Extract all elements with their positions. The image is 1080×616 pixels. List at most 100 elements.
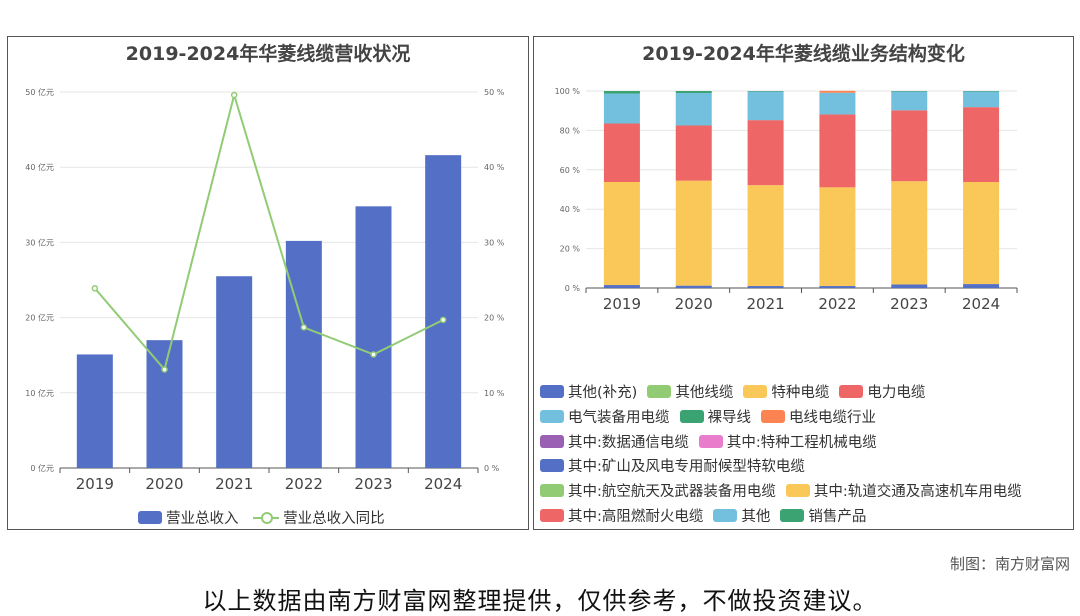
- revenue-yoy-point: [91, 285, 99, 292]
- legend-swatch: [743, 385, 768, 398]
- y-left-tick: 30 亿元: [25, 237, 54, 247]
- x-tick-label: 2024: [962, 295, 1000, 313]
- x-tick-label: 2019: [603, 295, 641, 313]
- stacked-bar-segment: [819, 286, 856, 288]
- legend-swatch-revenue-yoy: [253, 511, 280, 524]
- legend-item[interactable]: 其中:轨道交通及高速机车用电缆: [785, 480, 1022, 501]
- x-tick-label: 2022: [818, 295, 856, 313]
- legend-item[interactable]: 电线电缆行业: [761, 406, 876, 427]
- legend-label: 电线电缆行业: [789, 409, 876, 426]
- revenue-chart-panel: 2019-2024年华菱线缆营收状况 0 亿元 10 亿元 20 亿元 30 亿元 40…: [7, 36, 529, 530]
- legend-item[interactable]: 其中:高阻燃耐火电缆: [540, 505, 703, 526]
- stacked-bar-segment: [675, 285, 712, 288]
- chart-credit: 制图：南方财富网: [949, 555, 1070, 573]
- revenue-chart-title: 2019-2024年华菱线缆营收状况: [125, 43, 411, 65]
- legend-row: 电气装备用电缆 裸导线 电线电缆行业: [540, 406, 886, 428]
- stacked-bar-segment: [891, 181, 928, 285]
- legend-row: 其中:矿山及风电专用耐候型特软电缆: [540, 455, 815, 477]
- revenue-bar: [425, 155, 462, 468]
- revenue-yoy-point: [161, 366, 168, 373]
- stacked-bar-segment: [963, 284, 1000, 288]
- legend-row: 其中:高阻燃耐火电缆 其他 销售产品: [540, 505, 876, 527]
- revenue-bar: [355, 206, 392, 468]
- legend-item-revenue-yoy[interactable]: 营业总收入同比: [253, 507, 385, 528]
- legend-item[interactable]: 其中:特种工程机械电缆: [698, 431, 877, 452]
- revenue-bar: [76, 354, 113, 468]
- legend-label: 电力电缆: [867, 385, 926, 401]
- y-left-tick: 10 亿元: [25, 388, 54, 398]
- stacked-bar-segment: [747, 185, 784, 287]
- y-tick: 40 %: [560, 205, 581, 214]
- y-left-tick: 40 亿元: [25, 162, 54, 172]
- x-tick-label: 2020: [145, 475, 183, 493]
- x-tick-label: 2023: [890, 295, 928, 313]
- y-left-tick: 0 亿元: [30, 463, 54, 473]
- y-tick: 60 %: [560, 166, 581, 175]
- y-right-tick: 0 %: [484, 464, 500, 473]
- legend-swatch: [679, 409, 704, 423]
- stacked-bar-segment: [963, 91, 1000, 108]
- legend-swatch: [698, 434, 723, 448]
- legend-label: 其他: [741, 509, 771, 525]
- stacked-bar-segment: [819, 90, 856, 93]
- stacked-bar-segment: [675, 91, 712, 93]
- stacked-bar-segment: [747, 286, 784, 288]
- legend-item[interactable]: 其他: [713, 505, 770, 526]
- y-right-tick: 10 %: [484, 389, 505, 398]
- x-tick-label: 2022: [285, 475, 323, 493]
- revenue-yoy-point: [439, 316, 447, 324]
- legend-item[interactable]: 特种电缆: [743, 381, 829, 402]
- y-tick: 80 %: [560, 126, 581, 135]
- revenue-yoy-point: [300, 324, 308, 331]
- stacked-bar-segment: [963, 182, 1000, 285]
- x-tick-label: 2019: [76, 475, 114, 493]
- legend-swatch: [839, 385, 864, 398]
- legend-swatch-revenue: [138, 511, 162, 524]
- business-structure-panel: 2019-2024年华菱线缆业务结构变化 0 % 20 % 40 % 60 % 80 %…: [533, 36, 1074, 530]
- legend-swatch: [540, 484, 564, 498]
- stacked-bar-segment: [747, 91, 784, 92]
- x-tick-label: 2024: [424, 475, 462, 493]
- stacked-bar-segment: [603, 91, 640, 94]
- stacked-bar-segment: [891, 91, 928, 111]
- stacked-bar-segment: [603, 123, 640, 183]
- legend-item[interactable]: 电力电缆: [839, 381, 925, 402]
- legend-row: 其中:航空航天及武器装备用电缆 其中:轨道交通及高速机车用电缆: [540, 480, 1032, 502]
- legend-label-revenue-yoy: 营业总收入同比: [283, 511, 385, 527]
- revenue-yoy-line: [94, 91, 444, 372]
- revenue-chart-svg: 0 亿元 10 亿元 20 亿元 30 亿元 40 亿元 50 亿元 0 % 10 % 20 %…: [25, 87, 505, 493]
- legend-item[interactable]: 电气装备用电缆: [540, 406, 670, 427]
- legend-label: 其中:航空航天及武器装备用电缆: [568, 484, 776, 501]
- revenue-chart-legend: 营业总收入 营业总收入同比: [138, 507, 395, 528]
- legend-item[interactable]: 其中:航空航天及武器装备用电缆: [540, 480, 776, 501]
- legend-label: 其中:轨道交通及高速机车用电缆: [813, 484, 1022, 501]
- business-structure-title: 2019-2024年华菱线缆业务结构变化: [642, 43, 965, 65]
- stacked-bar-segment: [963, 107, 1000, 183]
- revenue-bar: [216, 276, 253, 468]
- legend-swatch: [540, 509, 564, 522]
- stacked-bar-segment: [675, 125, 712, 181]
- legend-label-revenue: 营业总收入: [166, 511, 239, 527]
- legend-item-revenue[interactable]: 营业总收入: [138, 507, 239, 528]
- legend-item[interactable]: 其他(补充): [540, 381, 637, 402]
- business-structure-svg: 0 % 20 % 40 % 60 % 80 % 100 % 2019 2020 2021 2022…: [555, 87, 1018, 313]
- legend-item[interactable]: 销售产品: [780, 505, 866, 526]
- legend-swatch: [647, 385, 672, 398]
- stacked-bar-segment: [819, 187, 856, 287]
- x-tick-label: 2021: [746, 295, 784, 313]
- y-right-tick: 30 %: [484, 238, 505, 247]
- legend-swatch: [540, 459, 564, 473]
- legend-item[interactable]: 其他线缆: [647, 381, 733, 402]
- stacked-bar-segment: [963, 91, 1000, 92]
- x-tick-label: 2023: [354, 475, 392, 493]
- y-right-tick: 20 %: [484, 314, 505, 323]
- legend-row: 其他(补充) 其他线缆 特种电缆 电力电缆: [540, 381, 935, 403]
- legend-row: 其中:数据通信电缆 其中:特种工程机械电缆: [540, 431, 887, 453]
- legend-item[interactable]: 其中:矿山及风电专用耐候型特软电缆: [540, 455, 805, 476]
- legend-swatch: [785, 484, 810, 498]
- legend-item[interactable]: 裸导线: [679, 406, 751, 427]
- legend-item[interactable]: 其中:数据通信电缆: [540, 431, 689, 452]
- disclaimer-text: 以上数据由南方财富网整理提供，仅供参考，不做投资建议。: [202, 587, 878, 615]
- y-right-tick: 50 %: [484, 88, 505, 97]
- stacked-bar-segment: [891, 284, 928, 288]
